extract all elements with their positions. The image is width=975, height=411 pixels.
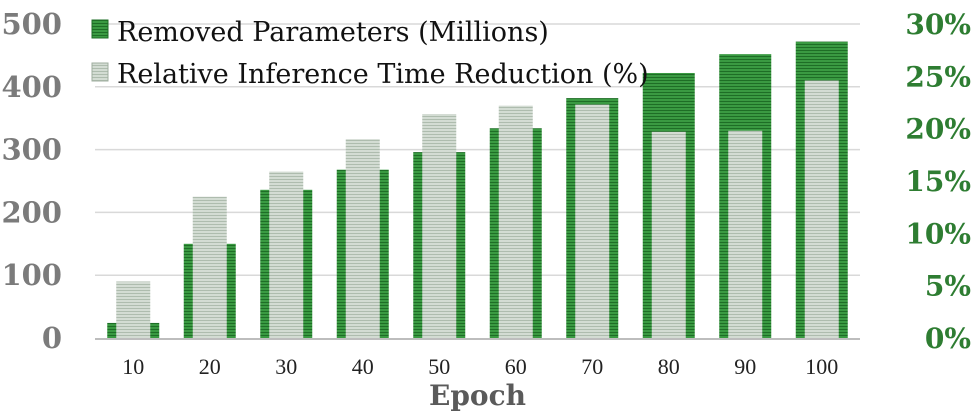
bar-inference-time-reduction	[192, 196, 227, 338]
bar-inference-time-reduction	[116, 281, 151, 338]
left-tick-label: 300	[1, 133, 62, 167]
legend-swatch-removed-parameters	[91, 19, 109, 39]
x-tick-label: 90	[734, 354, 756, 379]
left-tick-label: 400	[1, 70, 62, 104]
legend-label-removed-parameters: Removed Parameters (Millions)	[117, 17, 549, 48]
x-tick-label: 80	[658, 354, 680, 379]
bar-inference-time-reduction	[422, 114, 457, 338]
x-axis-title: Epoch	[429, 379, 526, 411]
bar-inference-time-reduction	[575, 104, 610, 339]
left-tick-label: 200	[1, 195, 62, 229]
left-tick-label: 100	[1, 258, 62, 292]
right-tick-label: 20%	[905, 113, 971, 146]
right-tick-label: 5%	[925, 270, 971, 303]
x-axis: 10 20 30 40 50 60 70 80 90 100	[122, 354, 838, 379]
legend: Removed Parameters (Millions) Relative I…	[91, 17, 649, 90]
x-tick-label: 100	[805, 354, 838, 379]
right-tick-label: 25%	[905, 60, 971, 93]
bar-inference-time-reduction	[728, 130, 763, 338]
x-tick-label: 60	[505, 354, 527, 379]
right-tick-label: 10%	[905, 217, 971, 250]
bar-inference-time-reduction	[345, 139, 380, 338]
right-tick-label: 15%	[905, 165, 971, 198]
legend-label-inference-time-reduction: Relative Inference Time Reduction (%)	[117, 59, 649, 90]
x-tick-label: 50	[428, 354, 450, 379]
x-tick-label: 40	[352, 354, 374, 379]
legend-swatch-inference-time-reduction	[91, 62, 109, 82]
right-tick-label: 30%	[905, 8, 971, 41]
left-tick-label: 500	[1, 7, 62, 41]
bar-inference-time-reduction	[804, 80, 839, 339]
x-tick-label: 10	[122, 354, 144, 379]
x-tick-label: 70	[581, 354, 603, 379]
x-tick-label: 30	[275, 354, 297, 379]
bar-inference-time-reduction	[498, 105, 533, 338]
right-tick-label: 0%	[925, 322, 971, 355]
bar-inference-time-reduction	[651, 131, 686, 338]
bars	[107, 41, 848, 339]
left-tick-label: 0	[42, 321, 62, 355]
bar-inference-time-reduction	[269, 171, 304, 338]
left-axis: 0 100 200 300 400 500	[1, 7, 62, 355]
x-tick-label: 20	[199, 354, 221, 379]
right-axis: 0% 5% 10% 15% 20% 25% 30%	[905, 8, 971, 355]
